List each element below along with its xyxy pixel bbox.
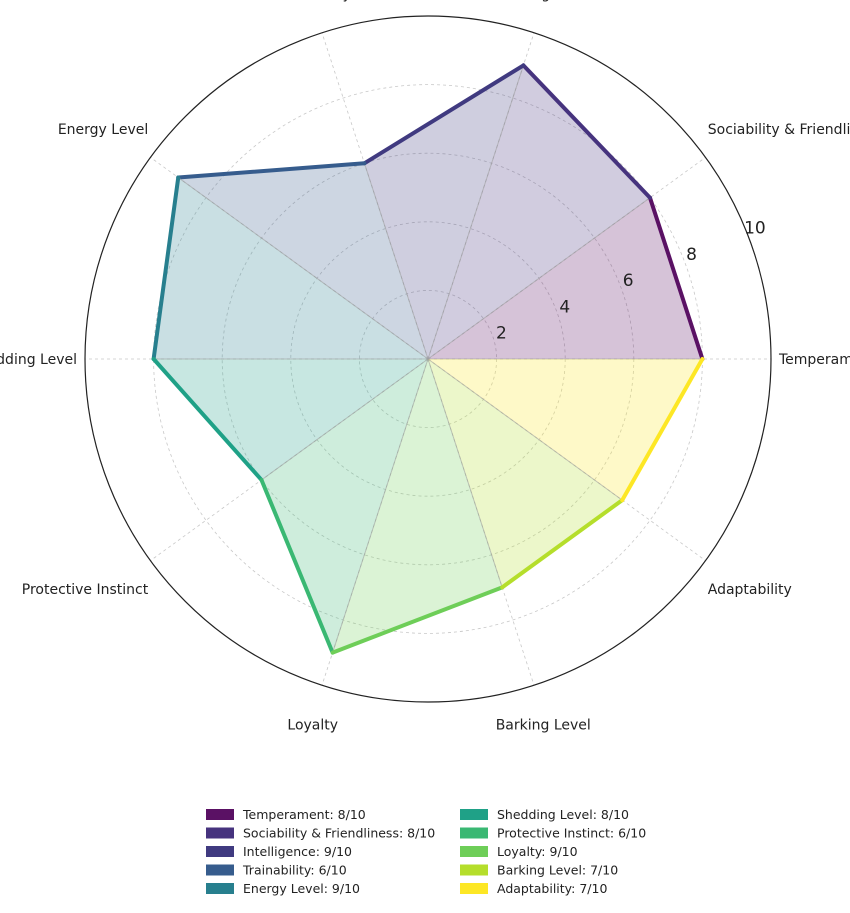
wedge-fill [178, 163, 428, 359]
radial-tick-label: 6 [623, 271, 634, 291]
axis-label: Intelligence [503, 0, 584, 2]
wedge-outline [362, 63, 526, 166]
legend-swatch [460, 809, 488, 820]
legend-swatch [460, 864, 488, 876]
radial-tick-label: 8 [686, 245, 697, 265]
axis-label: Sociability & Friendliness [708, 122, 850, 138]
wedge-fill [153, 359, 428, 480]
wedge-outline [151, 357, 264, 482]
legend-label: Trainability: 6/10 [242, 863, 347, 878]
legend-swatch [206, 846, 234, 857]
legend-label: Shedding Level: 8/10 [497, 807, 629, 822]
legend-label: Sociability & Friendliness: 8/10 [243, 826, 435, 841]
legend-swatch [460, 846, 488, 857]
outer-boundary [84, 15, 772, 703]
axis-label: Shedding Level [0, 352, 77, 368]
wedge-edge [177, 177, 429, 360]
wedge-outline [521, 63, 652, 200]
wedge-fill [153, 177, 428, 359]
axis-label: Trainability [273, 0, 351, 2]
radar-labels: Temperament Sociability & Friendliness Int… [0, 0, 850, 734]
legend-swatch [206, 864, 234, 876]
legend-swatch [460, 827, 488, 839]
legend-label: Adaptability: 7/10 [497, 881, 607, 896]
legend-label: Protective Instinct: 6/10 [497, 826, 646, 841]
legend-label: Barking Level: 7/10 [497, 863, 618, 878]
legend-swatch [460, 883, 488, 894]
legend-label: Loyalty: 9/10 [497, 844, 578, 859]
wedge-edge [427, 197, 651, 360]
wedge-edge [332, 358, 429, 653]
axis-label: Protective Instinct [22, 582, 149, 598]
wedge-fill [428, 359, 703, 501]
radial-tick-label: 10 [744, 219, 766, 239]
wedge-outline [330, 585, 505, 655]
axis-label: Adaptability [708, 582, 792, 598]
wedge-outline [176, 161, 367, 180]
legend-label: Energy Level: 9/10 [243, 881, 360, 896]
legend-swatch [206, 883, 234, 894]
wedge-edge [363, 163, 429, 360]
wedge-edge [427, 65, 524, 360]
wedge-outline [151, 175, 181, 361]
radial-tick-label: 2 [496, 324, 507, 344]
wedge-outline [259, 477, 335, 655]
axis-label: Barking Level [496, 718, 591, 734]
legend: Temperament: 8/10 Sociability & Friendlin… [206, 807, 646, 896]
radar-wedges [151, 63, 705, 655]
axis-label: Temperament [778, 352, 850, 368]
wedge-edge [261, 358, 429, 481]
wedge-outline [620, 357, 705, 503]
wedge-edge [427, 358, 623, 501]
wedge-fill [428, 359, 623, 588]
wedge-fill [428, 65, 650, 360]
wedge-outline [647, 195, 705, 361]
wedge-edge [427, 358, 503, 588]
legend-label: Intelligence: 9/10 [243, 844, 352, 859]
legend-swatch [206, 827, 234, 839]
legend-swatch [206, 809, 234, 820]
axis-label: Energy Level [58, 122, 148, 138]
axis-label: Loyalty [287, 718, 338, 734]
wedge-fill [332, 359, 503, 653]
wedge-outline [500, 498, 625, 590]
legend-label: Temperament: 8/10 [242, 807, 366, 822]
radial-tick-label: 4 [559, 297, 570, 317]
wedge-fill [428, 197, 703, 359]
